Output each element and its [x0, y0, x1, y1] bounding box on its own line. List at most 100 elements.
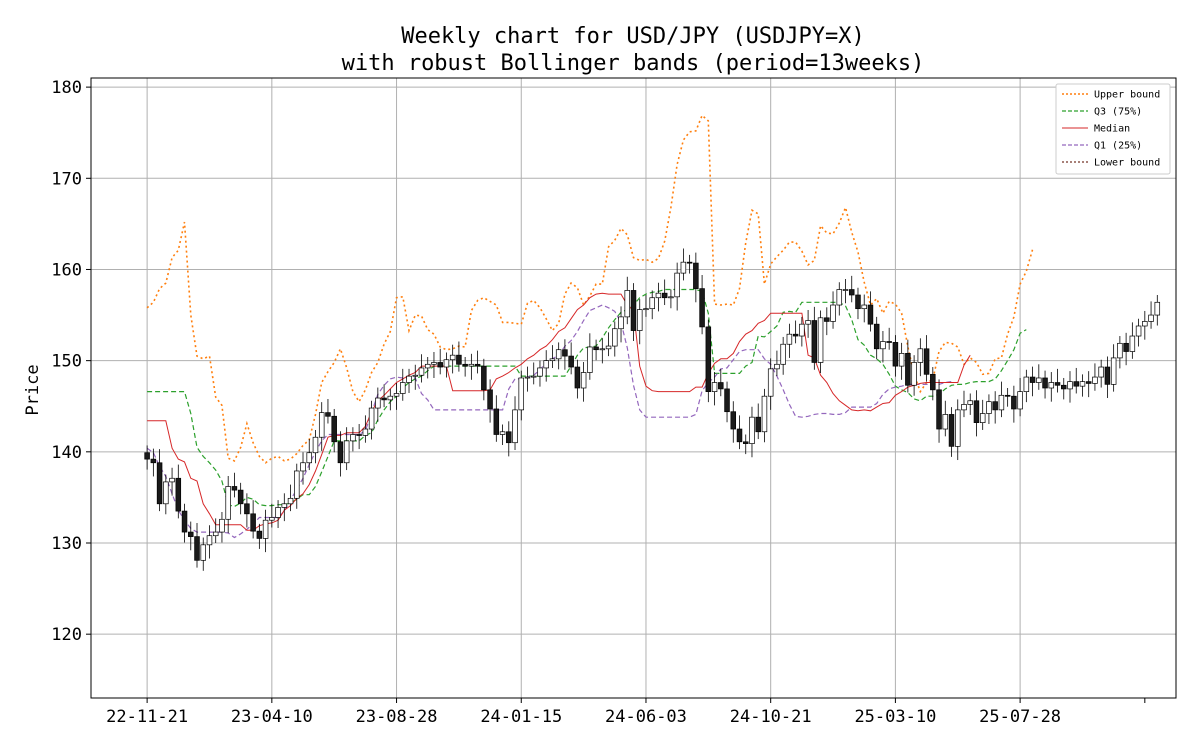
candle-body — [649, 297, 655, 310]
candle-body — [636, 309, 643, 331]
candle-body — [1092, 376, 1098, 384]
candle-body — [905, 353, 911, 386]
y-tick-label: 170 — [51, 169, 82, 189]
candle-body — [1011, 395, 1017, 410]
candle-body — [1104, 366, 1111, 385]
x-tick-label: 23-08-28 — [356, 707, 438, 727]
candle-body — [848, 289, 855, 296]
candle-body — [524, 376, 531, 379]
candle-body — [337, 441, 344, 464]
candle-body — [680, 261, 687, 274]
candle-body — [736, 428, 743, 443]
candle-body — [393, 393, 400, 397]
candle-body — [312, 436, 319, 454]
candle-body — [811, 320, 818, 363]
candle-body — [661, 292, 668, 299]
candle-body — [281, 503, 288, 508]
candle-body — [1023, 376, 1030, 392]
candle-body — [761, 395, 768, 433]
candle-body — [474, 363, 481, 367]
candle-body — [250, 513, 256, 532]
candle-body — [269, 517, 275, 521]
legend-box — [1055, 83, 1171, 175]
candle-body — [674, 272, 680, 298]
candle-body — [1017, 391, 1023, 410]
candle-body — [855, 294, 861, 310]
candle-body — [431, 362, 437, 365]
candle-body — [799, 323, 805, 337]
candle-body — [942, 414, 949, 430]
candle-body — [200, 544, 206, 561]
candlesticks — [144, 248, 1161, 571]
candle-body — [861, 304, 867, 310]
candle-body — [1117, 342, 1123, 359]
candle-body — [612, 328, 618, 347]
candle-body — [1029, 376, 1036, 383]
candle-body — [175, 477, 182, 512]
candle-body — [512, 409, 518, 444]
candle-body — [331, 415, 337, 443]
chart-title: Weekly chart for USD/JPY (USDJPY=X) — [401, 24, 865, 49]
candle-body — [481, 365, 487, 391]
chart-subtitle: with robust Bollinger bands (period=13we… — [342, 51, 925, 76]
candle-body — [412, 374, 419, 377]
candle-body — [618, 316, 624, 330]
candle-body — [873, 323, 880, 350]
candle-body — [599, 348, 606, 351]
candle-body — [362, 428, 369, 436]
candle-body — [686, 261, 693, 264]
candle-body — [587, 346, 593, 373]
candle-body — [705, 326, 712, 392]
candle-body — [805, 320, 811, 325]
candle-body — [350, 434, 356, 442]
candle-body — [294, 470, 300, 499]
candle-body — [786, 333, 793, 345]
y-tick-label: 160 — [51, 260, 82, 280]
candle-body — [886, 341, 892, 343]
candle-body — [955, 409, 961, 447]
candle-body — [824, 317, 830, 322]
candle-body — [1123, 342, 1129, 352]
candle-body — [880, 341, 886, 350]
candle-body — [400, 382, 406, 394]
candle-body — [718, 382, 724, 390]
candle-body — [1085, 381, 1092, 384]
candle-body — [580, 372, 587, 389]
candle-body — [1129, 335, 1136, 352]
candle-body — [406, 375, 412, 383]
y-tick-label: 120 — [51, 625, 82, 645]
candle-body — [830, 304, 836, 322]
candle-body — [188, 531, 194, 537]
q3-line — [147, 288, 1027, 508]
candle-body — [555, 349, 562, 360]
candle-body — [499, 431, 506, 435]
candle-body — [1067, 381, 1073, 390]
candle-body — [568, 355, 574, 368]
candle-body — [537, 367, 543, 377]
candle-body — [424, 363, 431, 369]
legend-label: Q3 (75%) — [1094, 107, 1142, 118]
x-tick-label: 25-07-28 — [979, 707, 1061, 727]
candle-body — [487, 389, 493, 410]
candle-body — [518, 377, 525, 411]
candle-body — [755, 416, 761, 433]
candle-body — [917, 348, 924, 363]
candle-body — [711, 382, 718, 392]
candle-body — [724, 388, 730, 413]
legend: Upper bound Q3 (75%) Median Q1 (25%) Lower b… — [1055, 83, 1171, 175]
candle-body — [144, 452, 150, 460]
candle-body — [449, 354, 456, 361]
candle-body — [163, 481, 169, 505]
candle-body — [998, 394, 1005, 411]
candle-body — [325, 412, 331, 417]
candle-body — [730, 411, 737, 430]
y-tick-label: 180 — [51, 78, 82, 98]
candle-body — [1048, 382, 1055, 389]
candle-body — [181, 510, 188, 533]
candle-body — [506, 431, 512, 444]
candle-body — [343, 440, 350, 464]
candle-body — [605, 345, 612, 350]
candle-body — [318, 412, 325, 438]
